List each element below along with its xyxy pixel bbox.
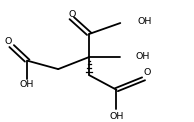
Text: O: O xyxy=(4,37,11,46)
Text: OH: OH xyxy=(138,17,152,26)
Text: OH: OH xyxy=(109,112,124,121)
Text: O: O xyxy=(144,68,151,77)
Text: OH: OH xyxy=(20,80,34,89)
Text: OH: OH xyxy=(136,52,150,61)
Text: O: O xyxy=(68,10,75,19)
